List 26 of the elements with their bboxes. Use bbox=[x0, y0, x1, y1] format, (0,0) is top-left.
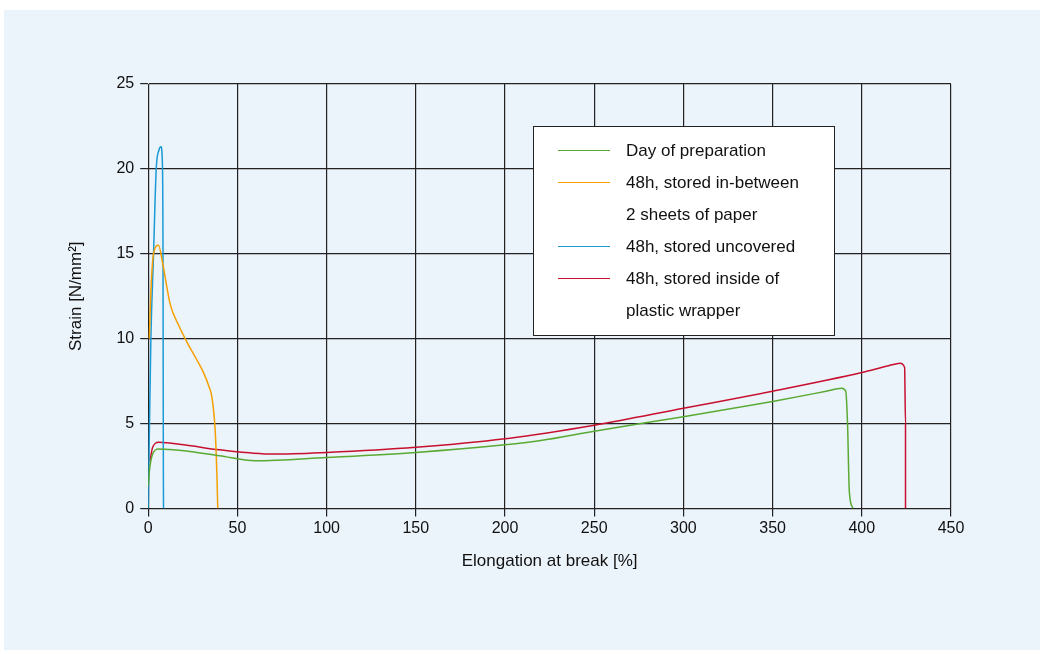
x-tick-label: 100 bbox=[313, 519, 341, 537]
x-tick-label: 350 bbox=[759, 519, 787, 537]
x-tick-label: 250 bbox=[580, 519, 608, 537]
x-tick-label: 0 bbox=[143, 519, 153, 537]
x-tick-label: 50 bbox=[228, 519, 247, 537]
y-tick-label: 25 bbox=[116, 74, 135, 92]
y-tick-label: 0 bbox=[125, 498, 135, 516]
x-tick-label: 400 bbox=[848, 519, 876, 537]
legend-label: 48h, stored inside of plastic wrapper bbox=[626, 268, 781, 322]
legend-label: 48h, stored uncovered bbox=[626, 236, 796, 258]
x-tick-label: 300 bbox=[670, 519, 697, 537]
legend-label: 48h, stored in-between 2 sheets of paper bbox=[626, 172, 800, 226]
x-tick-label: 150 bbox=[402, 519, 430, 537]
line-series bbox=[149, 362, 907, 509]
y-tick-label: 10 bbox=[116, 329, 135, 347]
line-series bbox=[148, 146, 165, 509]
x-tick-label: 450 bbox=[937, 519, 965, 537]
legend-label: Day of preparation bbox=[626, 140, 766, 162]
x-axis-title: Elongation at break [%] bbox=[461, 551, 638, 571]
y-tick-label: 5 bbox=[125, 413, 135, 431]
y-tick-label: 20 bbox=[116, 159, 135, 177]
line-series bbox=[148, 387, 854, 509]
y-axis-title: Strain [N/mm²] bbox=[65, 241, 85, 351]
x-tick-label: 200 bbox=[491, 519, 519, 537]
line-series bbox=[148, 244, 219, 509]
y-tick-label: 15 bbox=[116, 244, 135, 262]
